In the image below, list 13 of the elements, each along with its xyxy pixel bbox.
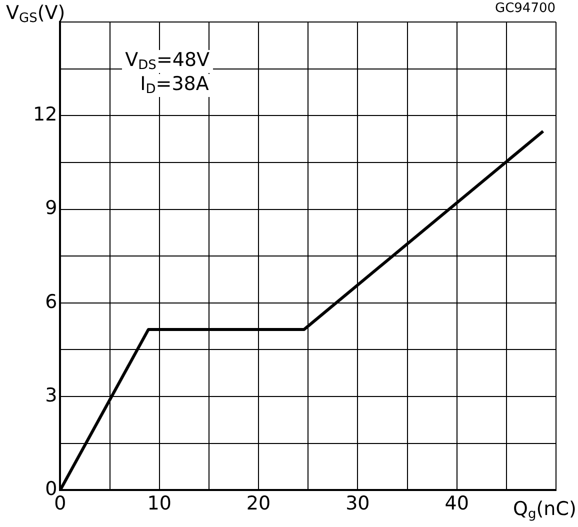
y-tick-label: 6: [45, 290, 58, 313]
text: GC94700: [495, 1, 556, 16]
y-axis-title: V$_{GS}$(V): [6, 2, 66, 26]
x-tick-label: 30: [346, 492, 370, 515]
y-tick-label: 3: [45, 384, 58, 406]
y-tick-label: 12: [32, 104, 58, 126]
x-tick-label: 40: [444, 492, 469, 515]
x-tick-label: 20: [246, 492, 271, 515]
annotation: I$_{D}$=38A: [137, 73, 212, 97]
x-tick-label: 10: [147, 492, 172, 515]
y-tick-label: 9: [45, 197, 58, 220]
annotation: V$_{DS}$=48V: [122, 49, 213, 73]
x-axis-title: Q$_{g}$(nC): [513, 498, 576, 522]
